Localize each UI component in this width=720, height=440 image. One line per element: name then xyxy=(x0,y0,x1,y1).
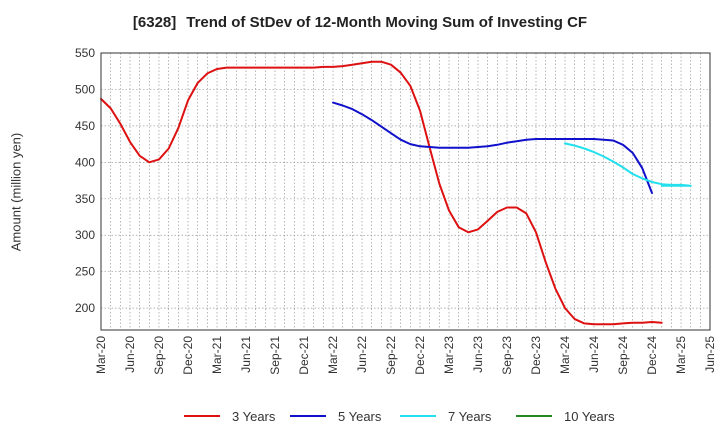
legend: 3 Years 5 Years 7 Years 10 Years xyxy=(0,406,720,426)
legend-item-5-years: 5 Years xyxy=(290,406,381,426)
y-tick-label: 250 xyxy=(75,265,95,279)
legend-swatch-7-years xyxy=(400,415,436,417)
x-tick-label: Jun-23 xyxy=(471,336,485,373)
x-tick-label: Dec-24 xyxy=(645,336,659,375)
x-tick-label: Dec-22 xyxy=(413,336,427,375)
x-tick-label: Mar-21 xyxy=(210,336,224,374)
chart-title: [6328] Trend of StDev of 12-Month Moving … xyxy=(0,14,720,31)
series-line-7-years xyxy=(564,142,692,187)
x-tick-label: Sep-22 xyxy=(384,336,398,375)
legend-item-10-years: 10 Years xyxy=(516,406,615,426)
legend-item-3-years: 3 Years xyxy=(184,406,275,426)
x-tick-label: Sep-21 xyxy=(268,336,282,375)
x-tick-label: Sep-23 xyxy=(500,336,514,375)
legend-label-7-years: 7 Years xyxy=(448,408,492,424)
legend-label-3-years: 3 Years xyxy=(232,408,276,424)
x-tick-label: Mar-23 xyxy=(442,336,456,374)
plot-area-border xyxy=(100,52,711,331)
series-lines xyxy=(100,60,692,326)
x-tick-label: Dec-20 xyxy=(181,336,195,375)
legend-label-10-years: 10 Years xyxy=(564,408,615,424)
y-tick-label: 200 xyxy=(75,301,95,315)
x-tick-label: Mar-24 xyxy=(558,336,572,374)
chart-title-code: [6328] xyxy=(132,14,177,31)
x-tick-label: Mar-25 xyxy=(674,336,688,374)
x-tick-label: Mar-22 xyxy=(326,336,340,374)
x-tick-label: Jun-22 xyxy=(355,336,369,373)
y-tick-label: 450 xyxy=(75,119,95,133)
x-tick-label: Jun-25 xyxy=(703,336,717,373)
x-tick-label: Jun-24 xyxy=(587,336,601,373)
y-tick-label: 300 xyxy=(75,228,95,242)
y-tick-label: 550 xyxy=(75,46,95,60)
x-tick-label: Jun-21 xyxy=(239,336,253,373)
legend-label-5-years: 5 Years xyxy=(338,408,382,424)
series-line-3-years xyxy=(100,60,663,326)
y-tick-label: 350 xyxy=(75,192,95,206)
y-tick-label: 400 xyxy=(75,155,95,169)
x-tick-label: Sep-24 xyxy=(616,336,630,375)
x-tick-label: Jun-20 xyxy=(123,336,137,373)
legend-swatch-10-years xyxy=(516,415,552,417)
chart-title-text: Trend of StDev of 12-Month Moving Sum of… xyxy=(186,14,588,31)
x-tick-label: Mar-20 xyxy=(94,336,108,374)
legend-swatch-3-years xyxy=(184,415,220,417)
legend-swatch-5-years xyxy=(290,415,326,417)
x-tick-labels: Mar-20 Jun-20 Sep-20 Dec-20 Mar-21 Jun-21 Sep-… xyxy=(94,336,717,375)
legend-item-7-years: 7 Years xyxy=(400,406,491,426)
x-tick-label: Dec-21 xyxy=(297,336,311,375)
y-tick-label: 500 xyxy=(75,82,95,96)
x-tick-label: Sep-20 xyxy=(152,336,166,375)
y-tick-labels: 200 250 300 350 400 450 500 550 xyxy=(75,46,95,315)
series-line-5-years xyxy=(332,101,653,194)
x-tick-label: Dec-23 xyxy=(529,336,543,375)
